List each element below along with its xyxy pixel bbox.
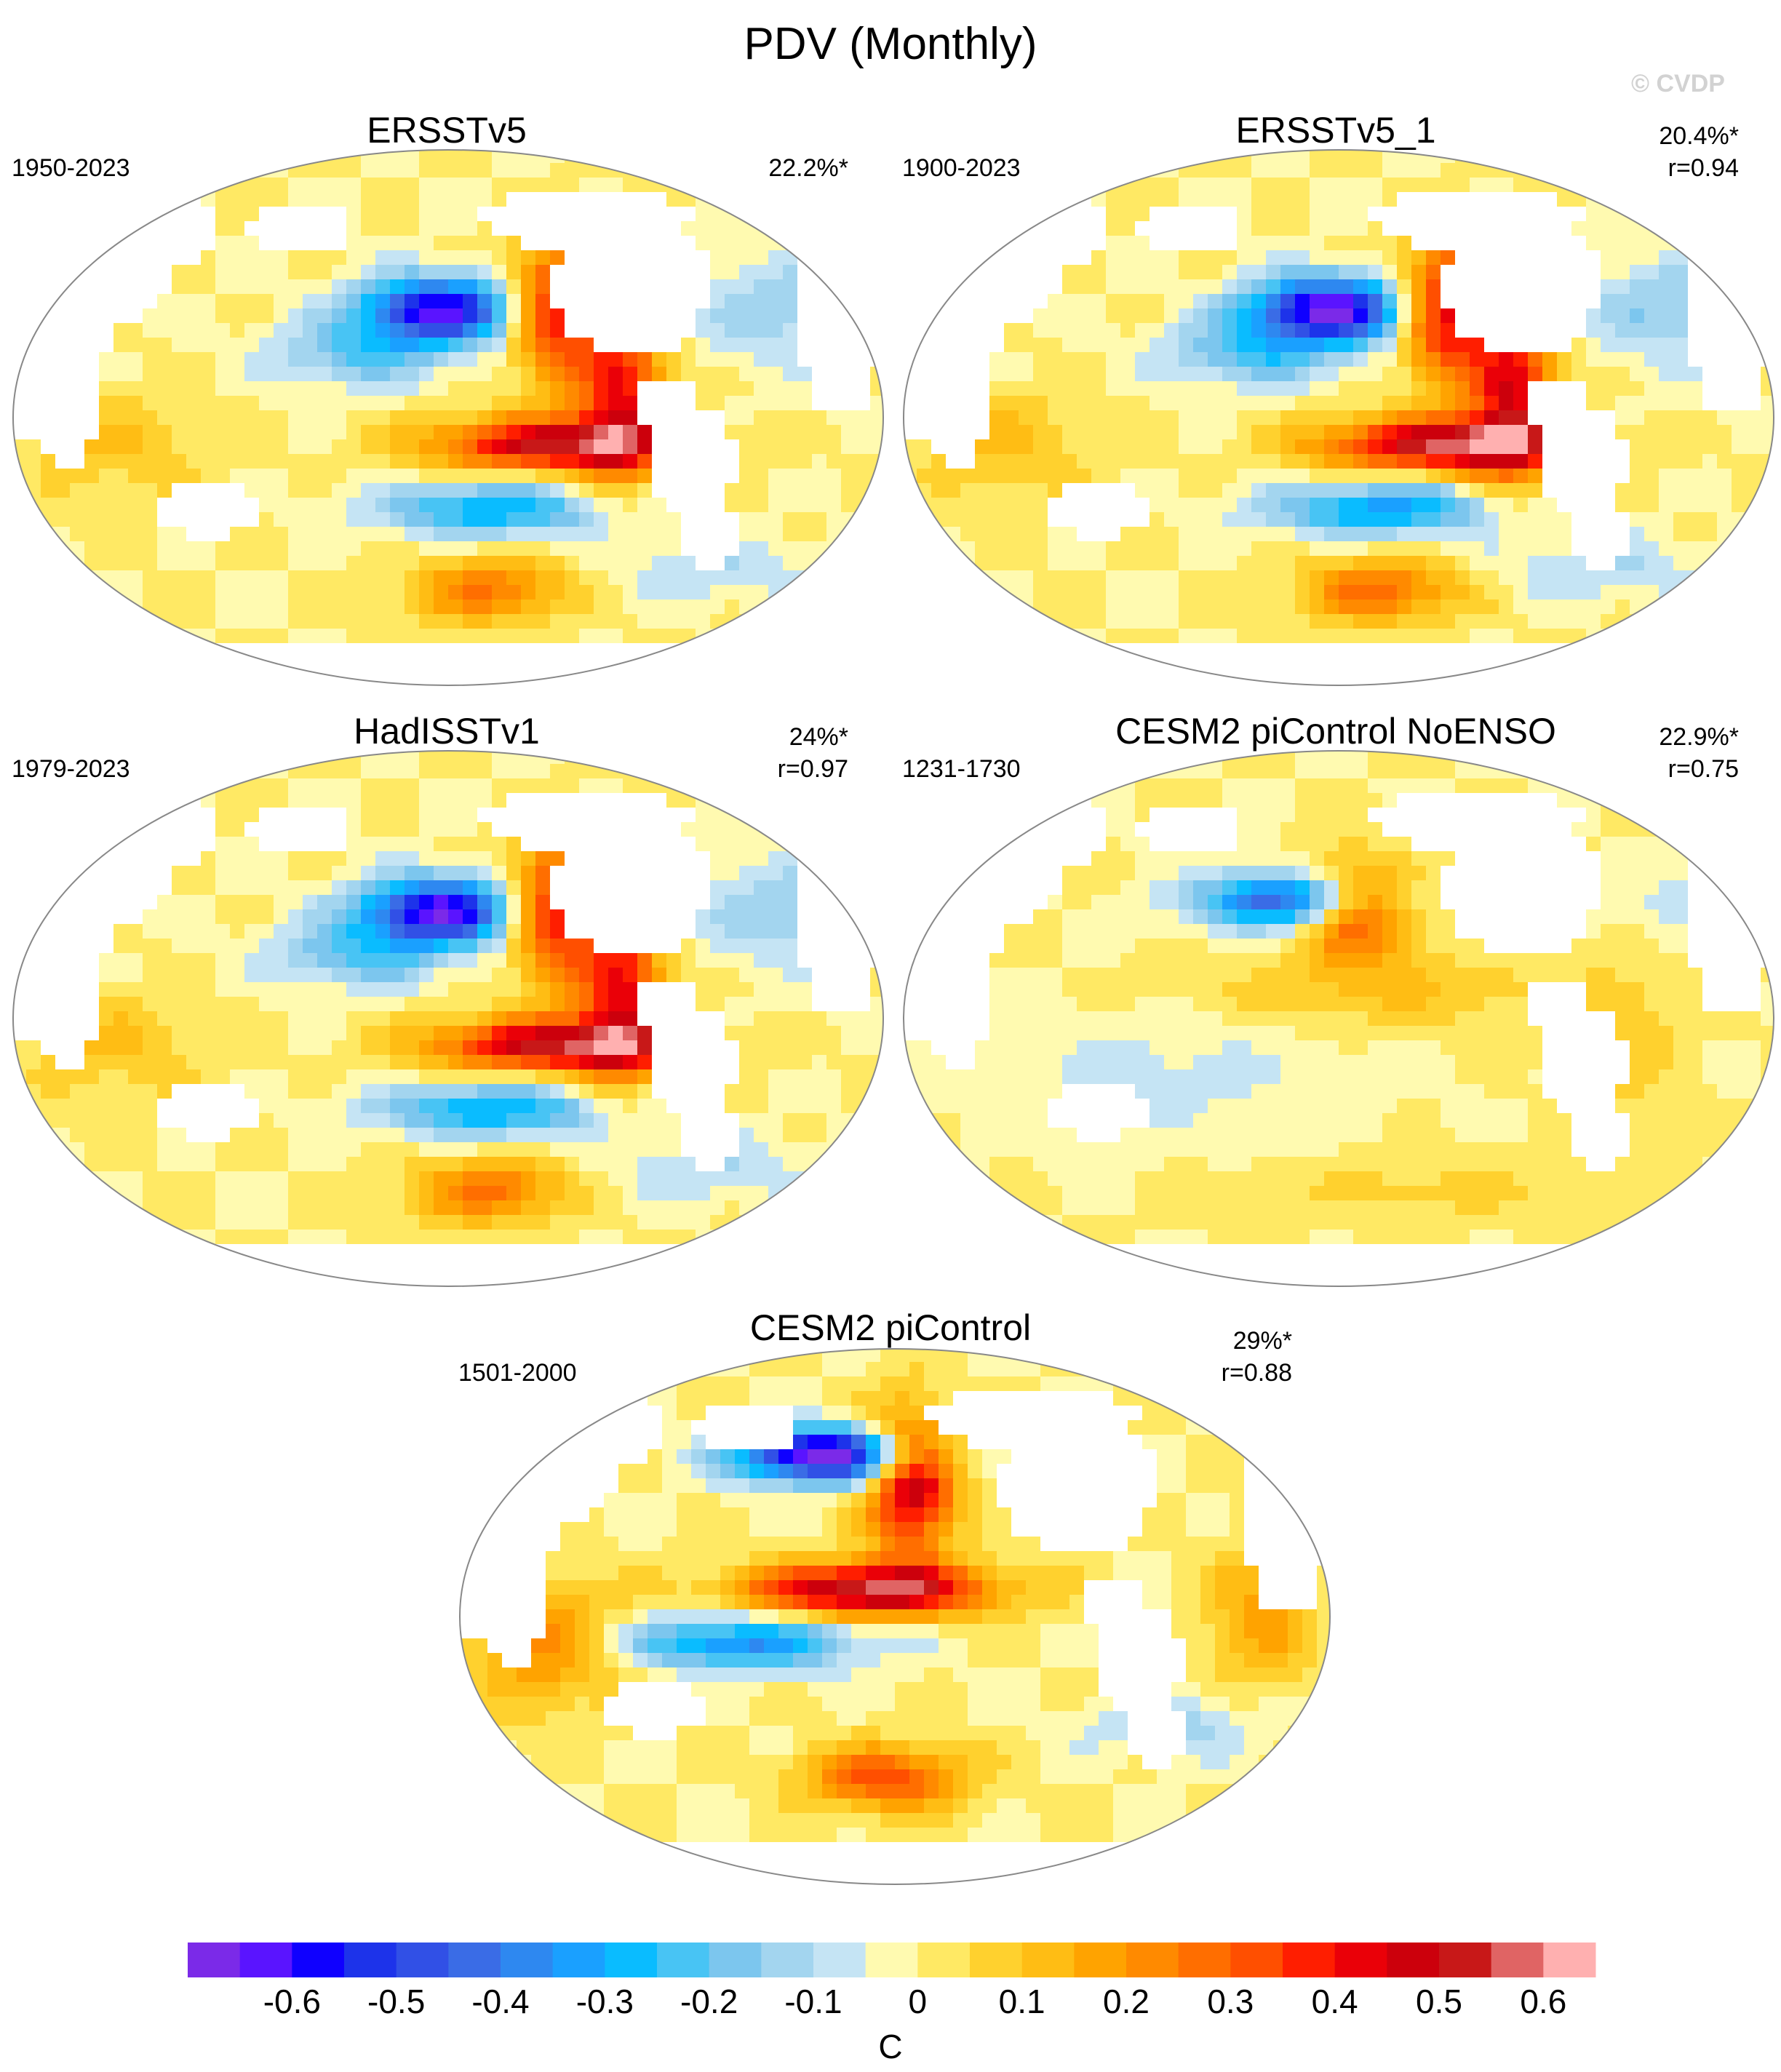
colorbar-tick-label: 0.3 — [1207, 1983, 1254, 2020]
map-border — [459, 1348, 1331, 1885]
colorbar-swatch — [813, 1942, 866, 1977]
sst-anomaly-field — [460, 1349, 1330, 1884]
colorbar-swatch — [239, 1942, 292, 1977]
panel-pattern-corr: r=0.75 — [1668, 755, 1739, 783]
panel-variance-pct: 29%* — [1232, 1327, 1292, 1355]
panel-title: CESM2 piControl NoENSO — [1115, 711, 1556, 752]
sst-anomaly-field — [904, 150, 1774, 685]
colorbar-swatch — [552, 1942, 605, 1977]
colorbar-swatches — [188, 1942, 1596, 1977]
panel-period: 1501-2000 — [458, 1359, 577, 1387]
colorbar-tick-label: -0.4 — [471, 1983, 530, 2020]
colorbar-swatch — [1387, 1942, 1440, 1977]
colorbar-tick-label: 0.6 — [1520, 1983, 1567, 2020]
colorbar-tick-label: 0.4 — [1311, 1983, 1358, 2020]
panel-pattern-corr: r=0.97 — [777, 755, 848, 783]
panel-title: CESM2 piControl — [749, 1307, 1032, 1348]
colorbar-tick-label: 0.5 — [1416, 1983, 1462, 2020]
colorbar-tick-label: -0.2 — [680, 1983, 738, 2020]
colorbar-swatch — [1074, 1942, 1127, 1977]
colorbar-tick-label: -0.6 — [263, 1983, 321, 2020]
map-border — [12, 750, 884, 1287]
panel-variance-pct: 24%* — [789, 723, 848, 751]
panel-title: ERSSTv5_1 — [1235, 110, 1436, 151]
colorbar-swatch — [344, 1942, 397, 1977]
sst-anomaly-field — [13, 751, 883, 1286]
colorbar-swatch — [1021, 1942, 1075, 1977]
colorbar-swatch — [1439, 1942, 1492, 1977]
colorbar-swatch — [1126, 1942, 1179, 1977]
colorbar-swatch — [1491, 1942, 1544, 1977]
sst-map — [12, 750, 884, 1287]
map-border — [903, 149, 1774, 686]
panel-period: 1231-1730 — [902, 755, 1021, 783]
panel-pattern-corr: r=0.94 — [1668, 154, 1739, 182]
colorbar-tick-label: 0.2 — [1103, 1983, 1150, 2020]
colorbar-swatch — [1543, 1942, 1596, 1977]
sst-anomaly-field — [13, 150, 883, 685]
colorbar-tick-label: -0.1 — [784, 1983, 842, 2020]
colorbar-swatch — [396, 1942, 449, 1977]
panel-pattern-corr: r=0.88 — [1221, 1359, 1292, 1387]
colorbar-swatch — [1178, 1942, 1231, 1977]
sst-map — [459, 1348, 1331, 1885]
colorbar-swatch — [865, 1942, 918, 1977]
sst-map — [12, 149, 884, 686]
colorbar-swatch — [1334, 1942, 1387, 1977]
colorbar-swatch — [292, 1942, 345, 1977]
colorbar-swatch — [1283, 1942, 1336, 1977]
cvdp-watermark: © CVDP — [1631, 70, 1725, 97]
sst-map — [903, 149, 1774, 686]
panel-period: 1979-2023 — [12, 755, 130, 783]
colorbar-swatch — [709, 1942, 762, 1977]
colorbar-swatch — [188, 1942, 241, 1977]
map-border — [903, 750, 1774, 1287]
colorbar-swatch — [1230, 1942, 1283, 1977]
colorbar-swatch — [761, 1942, 814, 1977]
panel-title: HadISSTv1 — [354, 711, 540, 752]
panel-variance-pct: 20.4%* — [1659, 122, 1739, 150]
colorbar-swatch — [448, 1942, 501, 1977]
colorbar-unit: C — [878, 2028, 903, 2065]
colorbar-swatch — [605, 1942, 658, 1977]
colorbar-swatch — [970, 1942, 1023, 1977]
panel-title: ERSSTv5 — [367, 110, 527, 151]
figure-title: PDV (Monthly) — [744, 19, 1037, 69]
panel-period: 1950-2023 — [12, 154, 130, 182]
colorbar-tick-label: -0.3 — [575, 1983, 634, 2020]
colorbar-swatch — [917, 1942, 971, 1977]
colorbar-swatch — [657, 1942, 710, 1977]
map-border — [12, 149, 884, 686]
colorbar-tick-label: 0.1 — [998, 1983, 1045, 2020]
sst-anomaly-field — [904, 751, 1774, 1286]
colorbar-swatch — [501, 1942, 554, 1977]
panel-variance-pct: 22.2%* — [768, 154, 848, 182]
sst-map — [903, 750, 1774, 1287]
panel-period: 1900-2023 — [902, 154, 1021, 182]
colorbar-tick-label: 0 — [908, 1983, 928, 2020]
panel-variance-pct: 22.9%* — [1659, 723, 1739, 751]
colorbar-tick-label: -0.5 — [367, 1983, 426, 2020]
